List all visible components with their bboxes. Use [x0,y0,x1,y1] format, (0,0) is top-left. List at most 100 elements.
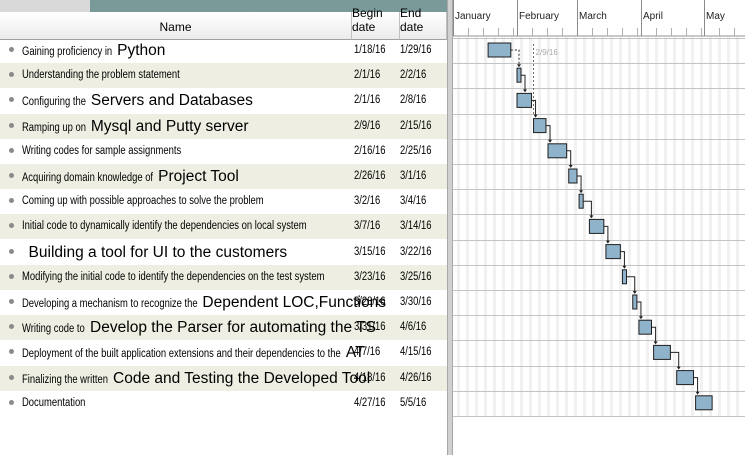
table-row[interactable]: Modifying the initial code to identify t… [0,264,447,290]
task-begin-date: 2/1/16 [354,69,381,82]
row-bullet-icon [9,173,14,178]
task-name: Acquiring domain knowledge of Project Too… [22,164,239,189]
weekend-column [664,37,667,417]
table-row[interactable]: Initial code to dynamically identify the… [0,214,447,240]
weekend-column [673,37,676,417]
weekend-column [466,37,469,417]
table-row[interactable]: Ramping up on Mysql and Putty server 2/9/1… [0,113,447,139]
task-name-overlay-text: Develop the Parser for automating the TS [89,319,376,337]
task-end-date: 3/1/16 [400,170,427,182]
task-name-text: Ramping up on [22,121,86,134]
weekend-column [574,37,577,417]
task-bar [588,218,605,234]
dependency-arrow-icon [533,114,538,118]
weekend-column [538,37,541,417]
month-label: February [519,11,559,22]
task-name-text: Writing code to [22,323,85,336]
task-name-text: Finalizing the written [22,373,108,386]
table-row[interactable]: Acquiring domain knowledge of Project Too… [0,164,447,189]
month-label: April [643,11,663,22]
table-row[interactable]: Building a tool for UI to the customers 3… [0,240,447,265]
task-name-text: Initial code to dynamically identify the… [22,220,307,233]
weekend-column [736,37,739,417]
task-name-text: Deployment of the built application exte… [22,348,341,361]
task-bar [638,319,653,335]
task-end-date: 4/15/16 [400,346,432,359]
table-row[interactable]: Documentation 4/27/16 5/5/16 [0,391,447,416]
row-bullet-icon [9,399,14,405]
task-begin-date: 2/9/16 [354,119,381,132]
task-name: Building a tool for UI to the customers [22,240,288,265]
task-bar [605,244,621,260]
task-name-overlay-text: Code and Testing the Developed Tool [112,369,371,387]
task-name-text: Modifying the initial code to identify t… [22,270,325,283]
table-row[interactable]: Gaining proficiency in Python 1/18/16 1/29/… [0,38,447,63]
task-end-date: 2/2/16 [400,69,427,82]
table-row[interactable]: Understanding the problem statement 2/1/1… [0,63,447,89]
task-end-date: 3/30/16 [400,296,432,308]
dependency-arrow-icon [695,391,700,395]
column-header-begin[interactable]: Begin date [352,6,400,40]
weekend-column [727,37,730,417]
task-name-text: Configuring the [22,96,86,109]
task-end-date: 2/8/16 [400,94,427,107]
weekend-column [646,37,649,417]
task-name-text: Documentation [22,396,86,409]
month-label: May [706,11,725,22]
task-name: Writing codes for sample assignments [22,139,181,164]
table-row[interactable]: Writing codes for sample assignments 2/16… [0,139,447,164]
weekend-column [655,37,658,417]
task-bar [695,395,713,411]
task-bar [487,42,512,58]
dependency-arrow-icon [579,190,584,194]
task-name-overlay-text: Building a tool for UI to the customers [28,243,288,261]
column-header-end[interactable]: End date [400,6,447,40]
task-table: Name Begin date End date Gaining profici… [0,0,447,416]
table-row[interactable]: Writing code to Develop the Parser for au… [0,315,447,341]
task-bar [653,344,671,360]
task-end-date: 3/14/16 [400,220,432,233]
dependency-link [577,175,582,193]
dependency-link [545,125,551,142]
column-header-name[interactable]: Name [0,12,352,40]
table-row[interactable]: Deployment of the built application exte… [0,340,447,365]
task-name: Coming up with possible approaches to so… [22,189,264,214]
weekend-column [583,37,586,417]
table-row[interactable]: Finalizing the written Code and Testing t… [0,365,447,391]
task-name-overlay-text: Servers and Databases [90,92,253,110]
task-begin-date: 3/23/16 [354,270,386,283]
dependency-link [603,225,609,243]
table-row[interactable]: Developing a mechanism to recognize the D… [0,290,447,315]
weekend-column [484,37,487,417]
weekend-column [547,37,550,417]
weekend-column [610,37,613,417]
row-bullet-icon [9,349,14,355]
row-bullet-icon [9,248,14,254]
task-name-overlay-text: Python [117,42,166,59]
dependency-arrow-icon [523,89,527,93]
row-bullet-icon [9,72,14,78]
task-end-date: 4/26/16 [400,371,432,384]
dependency-link [531,99,537,117]
row-bullet-icon [9,273,14,279]
row-bullet-icon [9,147,14,153]
table-row[interactable]: Coming up with possible approaches to so… [0,189,447,214]
weekend-column [556,37,559,417]
task-bar [676,370,694,386]
task-name: Configuring the Servers and Databases [22,88,253,113]
dependency-arrow-icon [622,265,627,269]
weekend-column [718,37,721,417]
pane-splitter[interactable] [447,0,453,455]
task-begin-date: 4/27/16 [354,396,386,409]
task-bar [533,118,547,134]
task-begin-date: 1/18/16 [354,44,386,56]
task-name-overlay-text: Dependent LOC,Functions [202,294,387,311]
task-begin-date: 2/26/16 [354,170,386,182]
toolbar-strip [0,0,447,12]
row-bullet-icon [9,374,14,380]
task-bar [568,168,578,184]
task-name: Deployment of the built application exte… [22,340,364,365]
task-begin-date: 2/16/16 [354,144,386,157]
table-row[interactable]: Configuring the Servers and Databases 2/1/… [0,88,447,113]
dependency-arrow-icon [638,316,643,320]
